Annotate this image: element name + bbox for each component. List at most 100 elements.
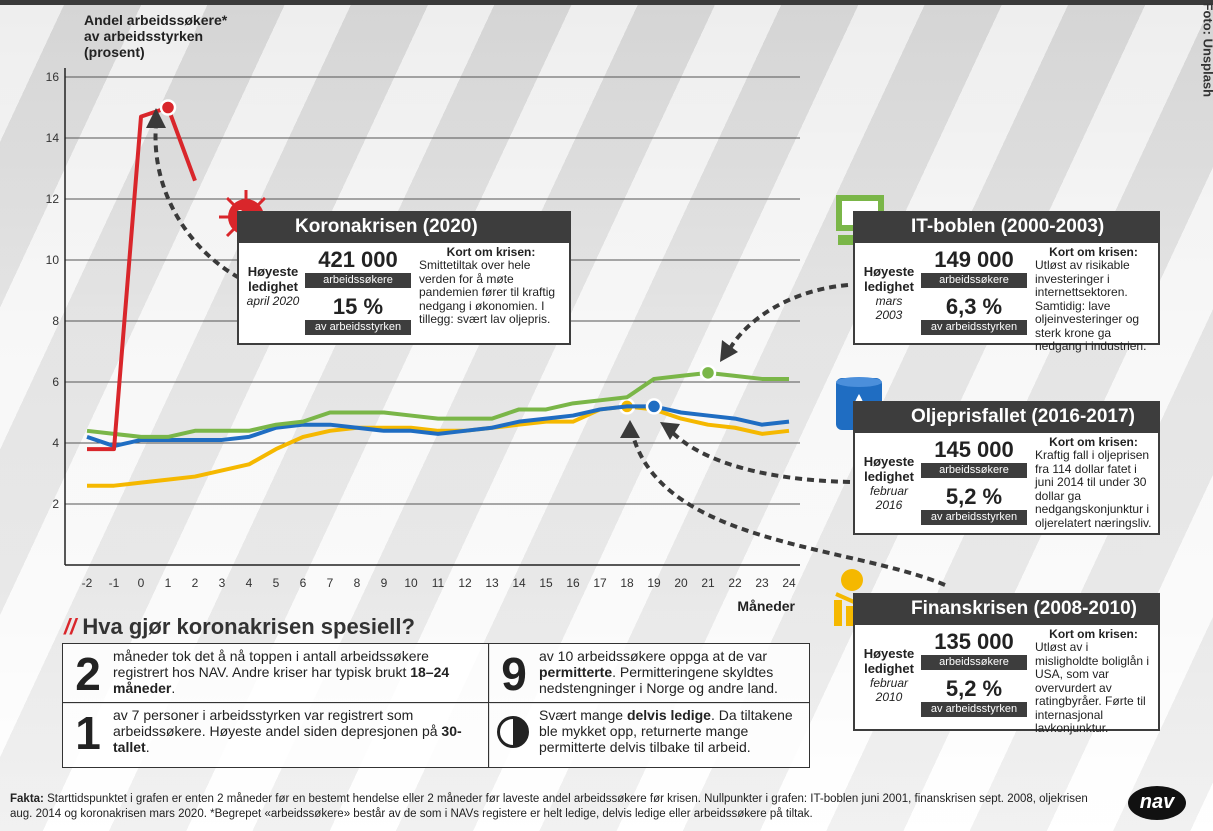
labour-share: 6,3 %: [919, 294, 1029, 320]
job-seekers-count: 421 000: [303, 247, 413, 273]
series-line: [87, 108, 195, 450]
count-unit: arbeidssøkere: [305, 273, 411, 288]
labour-share: 5,2 %: [919, 484, 1029, 510]
about-text: Smittetiltak over hele verden for å møte…: [419, 258, 555, 326]
fact-text-part: .: [171, 680, 175, 696]
footer-label: Fakta:: [10, 793, 44, 805]
x-tick-label: -2: [82, 576, 93, 590]
facts-title: // Hva gjør koronakrisen spesiell?: [64, 614, 415, 640]
share-unit: av arbeidsstyrken: [305, 320, 411, 335]
arrow-head: [720, 340, 738, 362]
job-seekers-count: 149 000: [919, 247, 1029, 273]
x-tick-label: 2: [192, 576, 199, 590]
arrow: [672, 432, 850, 482]
arrow: [728, 285, 848, 352]
x-tick-label: 6: [300, 576, 307, 590]
peak-label: Høyeste ledighet: [861, 265, 917, 295]
x-tick-label: 3: [219, 576, 226, 590]
x-tick-label: 1: [165, 576, 172, 590]
peak-period: mars 2003: [861, 295, 917, 323]
x-tick-label: 16: [566, 576, 580, 590]
page: {"chart_data":{"type":"line", "y_label":…: [0, 0, 1213, 831]
fact-text: av 7 personer i arbeidsstyrken var regis…: [113, 707, 481, 755]
photo-credit: Foto: Unsplash: [1201, 3, 1213, 123]
x-axis-label: Måneder: [700, 598, 795, 614]
fact-text-part: .: [146, 739, 150, 755]
fact-number: 2: [69, 644, 107, 704]
x-tick-label: 11: [432, 576, 445, 590]
x-tick-label: 8: [354, 576, 361, 590]
x-tick-label: 22: [728, 576, 742, 590]
crisis-title: IT-boblen (2000-2003): [853, 211, 1160, 242]
nav-logo: nav: [1128, 786, 1186, 820]
x-tick-label: 12: [458, 576, 472, 590]
job-seekers-count: 145 000: [919, 437, 1029, 463]
x-tick-label: 24: [782, 576, 796, 590]
x-tick-label: -1: [109, 576, 120, 590]
footer: Fakta: Starttidspunktet i grafen er ente…: [10, 792, 1105, 822]
about-title: Kort om krisen:: [1035, 628, 1152, 641]
crisis-about: Kort om krisen:Utløst av i misligholdte …: [1035, 628, 1152, 736]
fact-text: Svært mange delvis ledige. Da tiltakene …: [539, 707, 801, 755]
crisis-box: Oljeprisfallet (2016-2017)Høyeste ledigh…: [853, 431, 1160, 535]
x-tick-label: 7: [327, 576, 334, 590]
y-tick-label: 14: [46, 131, 60, 145]
y-tick-label: 12: [46, 192, 60, 206]
crisis-about: Kort om krisen:Utløst av risikable inves…: [1035, 246, 1152, 354]
crisis-box: Finanskrisen (2008-2010)Høyeste ledighet…: [853, 623, 1160, 731]
x-tick-label: 19: [647, 576, 661, 590]
y-tick-label: 6: [52, 375, 59, 389]
labour-share: 15 %: [303, 294, 413, 320]
logo-text: nav: [1140, 791, 1174, 813]
about-text: Utløst av risikable investeringer i inte…: [1035, 258, 1146, 353]
fact-text-part: måneder tok det å nå toppen i antall arb…: [113, 648, 429, 680]
peak-marker: [647, 399, 661, 413]
about-text: Kraftig fall i oljeprisen fra 114 dollar…: [1035, 448, 1152, 529]
x-tick-label: 18: [620, 576, 634, 590]
about-text: Utløst av i misligholdte boliglån i USA,…: [1035, 640, 1149, 735]
about-title: Kort om krisen:: [419, 246, 563, 259]
x-tick-label: 20: [674, 576, 688, 590]
x-tick-label: 15: [539, 576, 553, 590]
about-title: Kort om krisen:: [1035, 246, 1152, 259]
peak-period: februar 2016: [861, 485, 917, 513]
peak-label: Høyeste ledighet: [245, 265, 301, 295]
crisis-title: Finanskrisen (2008-2010): [853, 593, 1160, 624]
x-tick-label: 10: [404, 576, 418, 590]
peak-period: april 2020: [245, 295, 301, 309]
fact-box: Svært mange delvis ledige. Da tiltakene …: [488, 702, 810, 768]
facts-heading: Hva gjør koronakrisen spesiell?: [82, 614, 415, 639]
fact-text: måneder tok det å nå toppen i antall arb…: [113, 648, 481, 696]
fact-text-part: av 10 arbeidssøkere oppga at de var: [539, 648, 767, 664]
count-unit: arbeidssøkere: [921, 463, 1027, 478]
peak-marker: [161, 101, 175, 115]
labour-share: 5,2 %: [919, 676, 1029, 702]
y-tick-label: 16: [46, 70, 60, 84]
y-tick-label: 8: [52, 314, 59, 328]
fact-text-part: Svært mange: [539, 707, 627, 723]
footer-text: Starttidspunktet i grafen er enten 2 mån…: [10, 793, 1088, 820]
x-tick-label: 14: [512, 576, 526, 590]
about-title: Kort om krisen:: [1035, 436, 1152, 449]
x-tick-label: 0: [138, 576, 145, 590]
x-tick-label: 9: [381, 576, 388, 590]
x-tick-label: 5: [273, 576, 280, 590]
fact-number: 9: [495, 644, 533, 704]
job-seekers-count: 135 000: [919, 629, 1029, 655]
fact-text-part: delvis ledige: [627, 707, 711, 723]
count-unit: arbeidssøkere: [921, 655, 1027, 670]
peak-period: februar 2010: [861, 677, 917, 705]
fact-text-part: av 7 personer i arbeidsstyrken var regis…: [113, 707, 441, 739]
share-unit: av arbeidsstyrken: [921, 320, 1027, 335]
peak-info: Høyeste ledighetfebruar 2016: [861, 455, 917, 512]
crisis-title: Koronakrisen (2020): [237, 211, 571, 242]
